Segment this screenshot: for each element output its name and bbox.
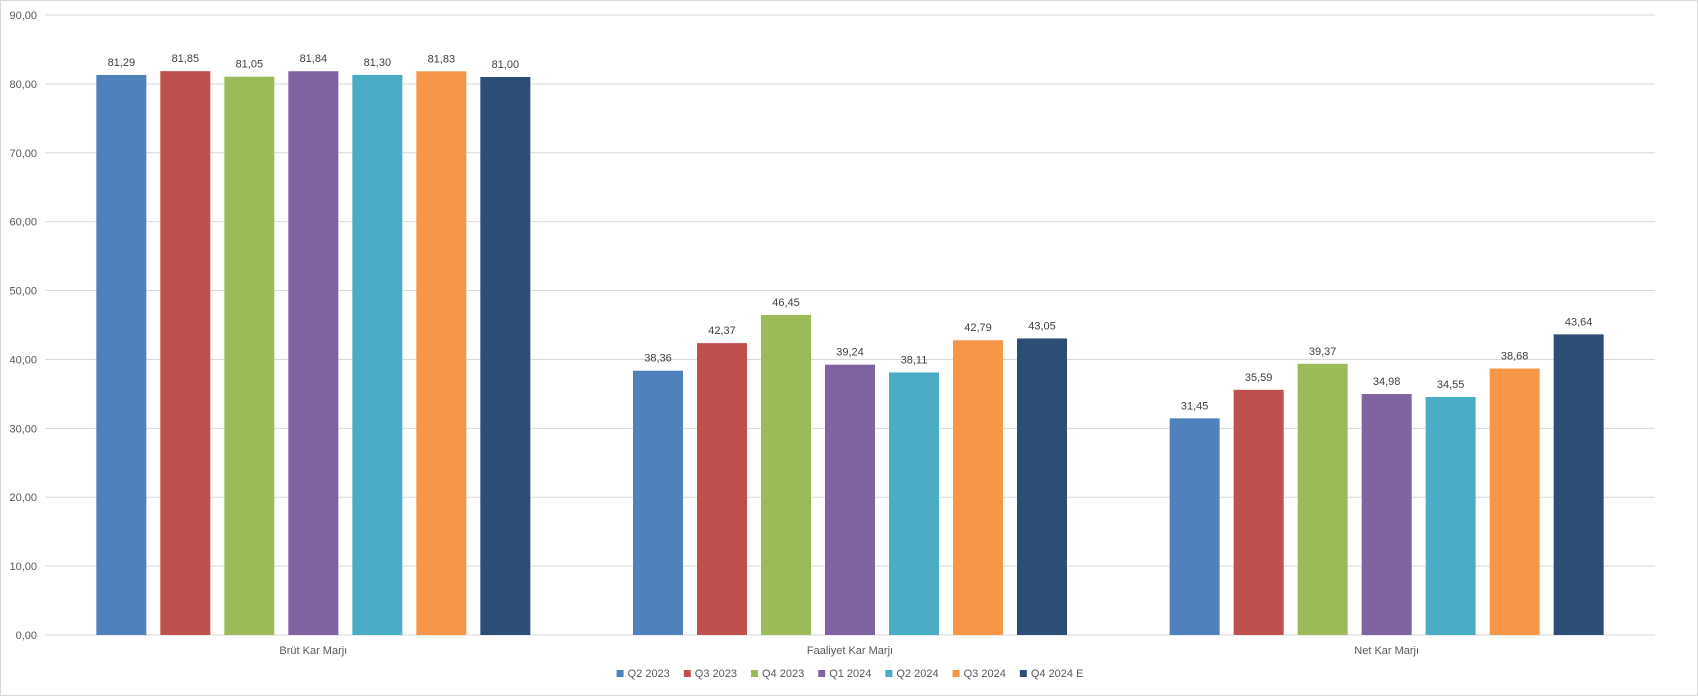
y-tick-label: 10,00 (9, 561, 37, 573)
y-tick-label: 70,00 (9, 148, 37, 160)
bar (224, 76, 275, 635)
data-label: 38,68 (1501, 351, 1529, 363)
bar (1017, 338, 1067, 635)
bar (1233, 389, 1284, 635)
legend-swatch (952, 670, 960, 677)
y-tick-label: 60,00 (9, 217, 37, 229)
bar (352, 74, 403, 635)
data-label: 34,98 (1373, 376, 1401, 388)
bar (953, 340, 1003, 635)
legend-swatch (616, 670, 624, 677)
category-label: Net Kar Marjı (1354, 645, 1419, 657)
legend-label: Q2 2024 (896, 668, 938, 680)
data-label: 81,84 (300, 53, 328, 65)
legend-label: Q4 2023 (762, 668, 804, 680)
y-tick-label: 50,00 (9, 286, 37, 298)
data-label: 46,45 (772, 297, 800, 309)
data-label: 42,79 (964, 322, 992, 334)
x-axis-category-labels: Brüt Kar Marjı Faaliyet Kar Marjı Net Kar … (279, 645, 1419, 657)
legend-swatch (885, 670, 893, 677)
data-label: 43,64 (1565, 316, 1593, 328)
category-label: Faaliyet Kar Marjı (807, 645, 893, 657)
bar (1425, 396, 1476, 635)
data-label: 42,37 (708, 325, 736, 337)
data-label: 38,11 (901, 354, 928, 366)
data-label: 39,24 (836, 347, 864, 359)
legend-label: Q4 2024 E (1031, 668, 1084, 680)
data-label: 81,30 (364, 57, 392, 69)
bar (1169, 418, 1220, 635)
bar (825, 364, 875, 635)
legend-label: Q3 2023 (695, 668, 737, 680)
bar (96, 75, 147, 636)
data-label: 35,59 (1245, 372, 1273, 384)
y-tick-label: 40,00 (9, 354, 37, 366)
bar (1553, 334, 1604, 635)
bar (633, 370, 683, 635)
legend: Q2 2023 Q3 2023 Q4 2023 Q1 2024 Q2 2024 Q3 20… (616, 668, 1084, 680)
data-label: 38,36 (644, 353, 672, 365)
bar (480, 77, 531, 635)
data-label: 43,05 (1028, 320, 1056, 332)
data-label: 34,55 (1437, 379, 1465, 391)
y-tick-label: 90,00 (9, 10, 37, 22)
bar (697, 343, 747, 635)
data-label: 81,00 (492, 59, 520, 71)
bar (416, 71, 467, 635)
data-label: 39,37 (1309, 346, 1337, 358)
legend-label: Q2 2023 (628, 668, 670, 680)
data-label: 81,05 (236, 59, 264, 71)
data-labels: 81,29 81,85 81,05 81,84 81,30 81,83 81,00 38,36… (108, 53, 1593, 412)
y-axis-tick-labels: 0,00 10,00 20,00 30,00 40,00 50,00 60,00 70,00 8… (9, 10, 37, 642)
legend-swatch (683, 670, 691, 677)
bar (1361, 394, 1412, 635)
legend-swatch (751, 670, 758, 677)
y-tick-label: 0,00 (16, 630, 37, 642)
bar (889, 372, 939, 635)
legend-swatch (818, 670, 826, 677)
bar (288, 71, 339, 636)
category-label: Brüt Kar Marjı (279, 645, 347, 657)
data-label: 81,29 (108, 57, 136, 69)
data-label: 31,45 (1181, 400, 1209, 412)
bar (1297, 363, 1348, 635)
legend-label: Q1 2024 (829, 668, 871, 680)
bar (1489, 368, 1540, 635)
bar (160, 71, 211, 635)
y-tick-label: 20,00 (9, 492, 37, 504)
legend-swatch (1019, 670, 1027, 677)
bar (761, 315, 811, 635)
data-label: 81,83 (428, 53, 456, 65)
bars (96, 71, 1604, 636)
legend-label: Q3 2024 (964, 668, 1006, 680)
y-tick-label: 80,00 (9, 79, 37, 91)
y-tick-label: 30,00 (9, 423, 37, 435)
data-label: 81,85 (172, 53, 200, 65)
